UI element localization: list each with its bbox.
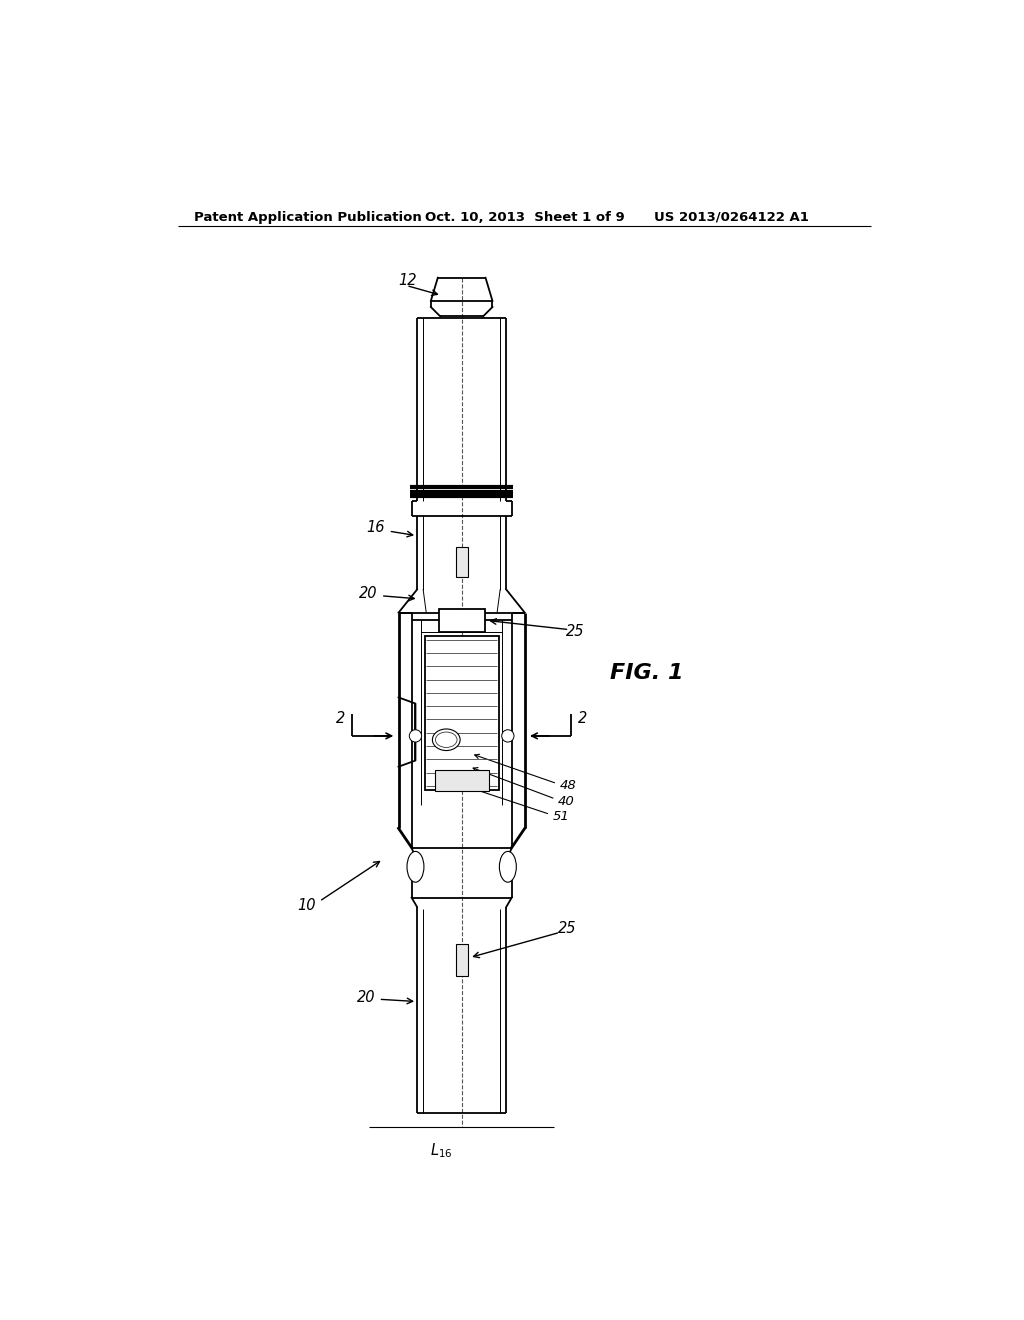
- Text: 10: 10: [297, 898, 315, 913]
- Circle shape: [410, 730, 422, 742]
- Bar: [456, 548, 468, 577]
- Text: US 2013/0264122 A1: US 2013/0264122 A1: [654, 211, 809, 224]
- Text: 25: 25: [558, 921, 577, 936]
- Text: 2: 2: [336, 711, 345, 726]
- Text: 16: 16: [367, 520, 385, 536]
- Ellipse shape: [407, 851, 424, 882]
- Ellipse shape: [500, 851, 516, 882]
- Text: 51: 51: [553, 810, 569, 824]
- Circle shape: [502, 730, 514, 742]
- Bar: [456, 944, 468, 975]
- Text: Patent Application Publication: Patent Application Publication: [194, 211, 422, 224]
- Bar: [425, 636, 499, 789]
- Text: 40: 40: [558, 795, 574, 808]
- Text: 48: 48: [559, 779, 577, 792]
- Text: 25: 25: [565, 624, 584, 639]
- Bar: [438, 609, 484, 632]
- Text: 2: 2: [578, 711, 587, 726]
- Text: 20: 20: [358, 586, 377, 601]
- Text: $L_{16}$: $L_{16}$: [430, 1140, 453, 1159]
- Text: FIG. 1: FIG. 1: [609, 663, 683, 682]
- Text: 20: 20: [357, 990, 376, 1006]
- Text: Oct. 10, 2013  Sheet 1 of 9: Oct. 10, 2013 Sheet 1 of 9: [425, 211, 625, 224]
- Bar: [435, 770, 488, 791]
- Ellipse shape: [432, 729, 460, 751]
- Ellipse shape: [435, 733, 457, 747]
- Text: 12: 12: [398, 272, 417, 288]
